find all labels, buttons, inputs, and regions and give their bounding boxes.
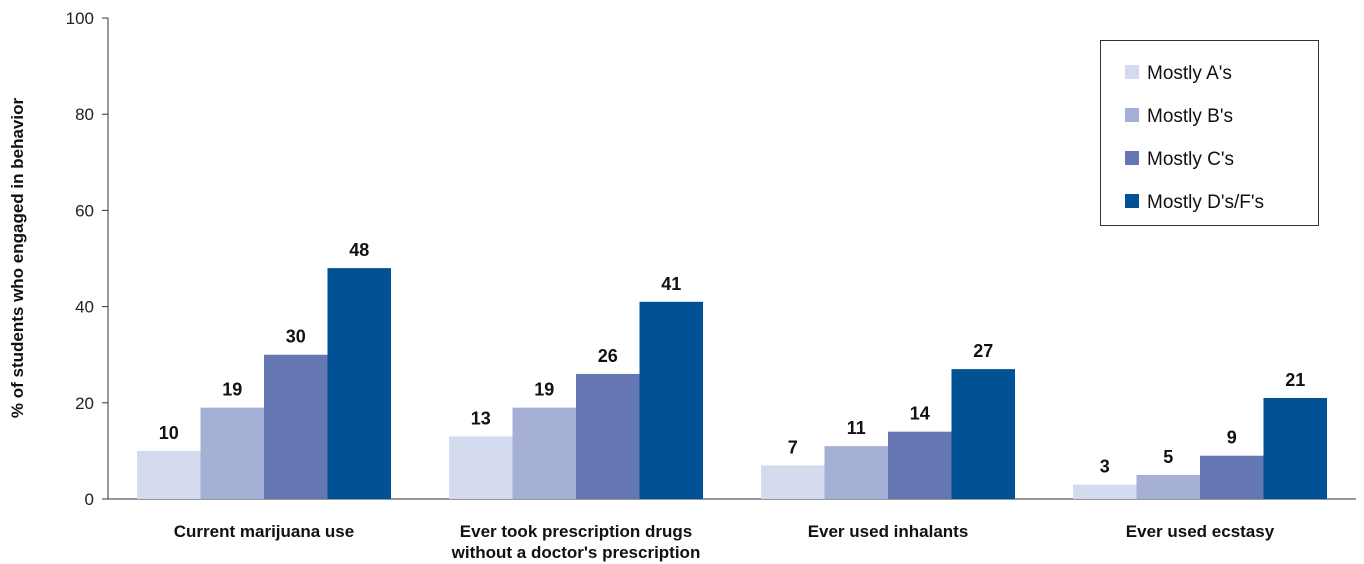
data-label: 13 bbox=[471, 408, 491, 428]
bar bbox=[1073, 484, 1137, 499]
category-label: Current marijuana use bbox=[174, 522, 354, 541]
legend: Mostly A's Mostly B's Mostly C's Mostly D's… bbox=[1100, 40, 1319, 226]
y-tick-label: 0 bbox=[85, 490, 94, 509]
y-axis-label: % of students who engaged in behavior bbox=[8, 98, 27, 419]
legend-entry: Mostly A's bbox=[1147, 63, 1232, 84]
data-label: 7 bbox=[788, 437, 798, 457]
bar bbox=[1136, 474, 1200, 499]
labels: 10 19 30 48 Current marijuana use 13 19 26 41 Eve… bbox=[159, 240, 1306, 562]
category-label: Ever used ecstasy bbox=[1126, 522, 1275, 541]
data-label: 10 bbox=[159, 423, 179, 443]
bar bbox=[512, 407, 576, 499]
bar bbox=[327, 268, 391, 499]
legend-swatch bbox=[1125, 151, 1139, 165]
bar bbox=[1200, 455, 1264, 499]
bar bbox=[1263, 397, 1327, 499]
y-tick-label: 60 bbox=[75, 201, 94, 220]
bar bbox=[264, 354, 328, 499]
legend-swatch bbox=[1125, 108, 1139, 122]
data-label: 30 bbox=[286, 327, 306, 347]
bar bbox=[576, 373, 640, 499]
data-label: 3 bbox=[1100, 457, 1110, 477]
data-label: 11 bbox=[847, 418, 866, 438]
category-label: Ever used inhalants bbox=[808, 522, 969, 541]
y-tick-label: 20 bbox=[75, 394, 94, 413]
y-tick-label: 80 bbox=[75, 105, 94, 124]
data-label: 21 bbox=[1285, 370, 1305, 390]
bar bbox=[951, 369, 1015, 499]
bar bbox=[761, 465, 825, 499]
bar bbox=[888, 431, 952, 499]
bar bbox=[824, 446, 888, 499]
data-label: 27 bbox=[973, 341, 993, 361]
data-label: 19 bbox=[222, 380, 242, 400]
data-label: 26 bbox=[598, 346, 618, 366]
data-label: 41 bbox=[661, 274, 681, 294]
bars bbox=[137, 268, 1327, 499]
bar bbox=[200, 407, 264, 499]
category-label: without a doctor's prescription bbox=[451, 543, 701, 562]
y-tick-label: 40 bbox=[75, 298, 94, 317]
legend-entry: Mostly B's bbox=[1147, 106, 1233, 127]
data-label: 14 bbox=[910, 404, 930, 424]
category-label: Ever took prescription drugs bbox=[460, 522, 692, 541]
data-label: 48 bbox=[349, 240, 369, 260]
bar bbox=[137, 450, 201, 499]
legend-swatch bbox=[1125, 194, 1139, 208]
legend-entry: Mostly C's bbox=[1147, 149, 1234, 170]
legend-entry: Mostly D's/F's bbox=[1147, 192, 1264, 213]
data-label: 9 bbox=[1227, 428, 1237, 448]
data-label: 5 bbox=[1163, 447, 1173, 467]
y-tick-label: 100 bbox=[66, 9, 94, 28]
bar bbox=[449, 436, 513, 499]
bar bbox=[639, 301, 703, 499]
data-label: 19 bbox=[534, 380, 554, 400]
legend-swatch bbox=[1125, 65, 1139, 79]
